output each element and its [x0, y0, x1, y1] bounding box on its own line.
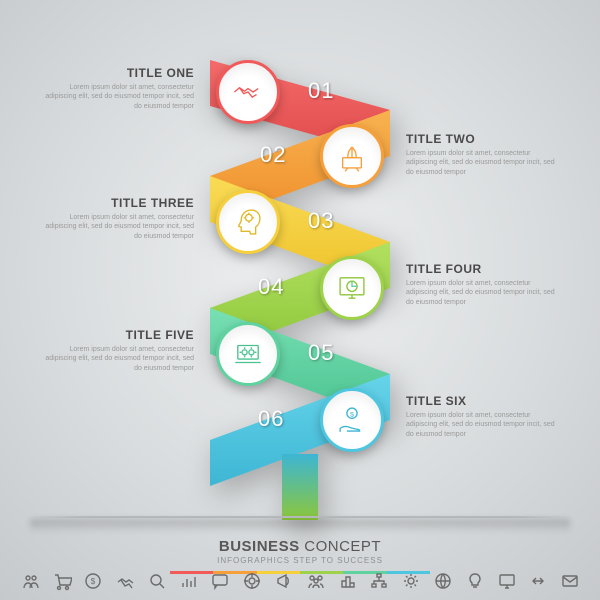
- step-title: TITLE TWO: [406, 132, 556, 146]
- step-number-3: 03: [308, 208, 334, 234]
- step-desc: Lorem ipsum dolor sit amet, consectetur …: [44, 213, 194, 241]
- step-desc: Lorem ipsum dolor sit amet, consectetur …: [406, 411, 556, 439]
- step-title: TITLE FIVE: [44, 328, 194, 342]
- step-title: TITLE FOUR: [406, 262, 556, 276]
- step-circle-4: [320, 256, 384, 320]
- step-number-5: 05: [308, 340, 334, 366]
- step-title: TITLE ONE: [44, 66, 194, 80]
- step-number-1: 01: [308, 78, 334, 104]
- search-icon: [147, 571, 167, 596]
- step-number-4: 04: [258, 274, 284, 300]
- globe-icon: [433, 571, 453, 596]
- handshake-icon: [115, 571, 135, 596]
- coin-icon: $: [83, 571, 103, 596]
- infographic-stage: 01 TITLE ONE Lorem ipsum dolor sit amet, c…: [0, 0, 600, 600]
- base-line: [30, 516, 570, 518]
- chat-icon: [210, 571, 230, 596]
- step-title: TITLE SIX: [406, 394, 556, 408]
- step-label-3: TITLE THREE Lorem ipsum dolor sit amet, c…: [44, 196, 194, 241]
- step-desc: Lorem ipsum dolor sit amet, consectetur …: [406, 149, 556, 177]
- step-desc: Lorem ipsum dolor sit amet, consectetur …: [406, 279, 556, 307]
- org-icon: [369, 571, 389, 596]
- footer-block: BUSINESS CONCEPT INFOGRAPHICS STEP TO SU…: [170, 538, 430, 574]
- svg-text:$: $: [91, 577, 96, 586]
- step-number-6: 06: [258, 406, 284, 432]
- step-circle-5: [216, 322, 280, 386]
- step-desc: Lorem ipsum dolor sit amet, consectetur …: [44, 83, 194, 111]
- footer-subtitle: INFOGRAPHICS STEP TO SUCCESS: [170, 556, 430, 565]
- step-circle-3: [216, 190, 280, 254]
- icon-row: $: [0, 571, 600, 596]
- cart-icon: [52, 571, 72, 596]
- arrows-icon: [528, 571, 548, 596]
- target-icon: [242, 571, 262, 596]
- step-label-2: TITLE TWO Lorem ipsum dolor sit amet, con…: [406, 132, 556, 177]
- step-title: TITLE THREE: [44, 196, 194, 210]
- screen-icon: [497, 571, 517, 596]
- bars-icon: [179, 571, 199, 596]
- footer-title: BUSINESS CONCEPT: [170, 538, 430, 555]
- svg-text:$: $: [350, 412, 354, 419]
- step-desc: Lorem ipsum dolor sit amet, consectetur …: [44, 345, 194, 373]
- team-icon: [306, 571, 326, 596]
- step-label-6: TITLE SIX Lorem ipsum dolor sit amet, con…: [406, 394, 556, 439]
- bulb-icon: [465, 571, 485, 596]
- mail-icon: [560, 571, 580, 596]
- step-label-4: TITLE FOUR Lorem ipsum dolor sit amet, co…: [406, 262, 556, 307]
- step-number-2: 02: [260, 142, 286, 168]
- speaker-icon: [274, 571, 294, 596]
- step-circle-1: [216, 60, 280, 124]
- step-circle-6: $: [320, 388, 384, 452]
- step-label-1: TITLE ONE Lorem ipsum dolor sit amet, con…: [44, 66, 194, 111]
- step-label-5: TITLE FIVE Lorem ipsum dolor sit amet, co…: [44, 328, 194, 373]
- podium-icon: [338, 571, 358, 596]
- gear-icon: [401, 571, 421, 596]
- step-circle-2: [320, 124, 384, 188]
- people-icon: [20, 571, 40, 596]
